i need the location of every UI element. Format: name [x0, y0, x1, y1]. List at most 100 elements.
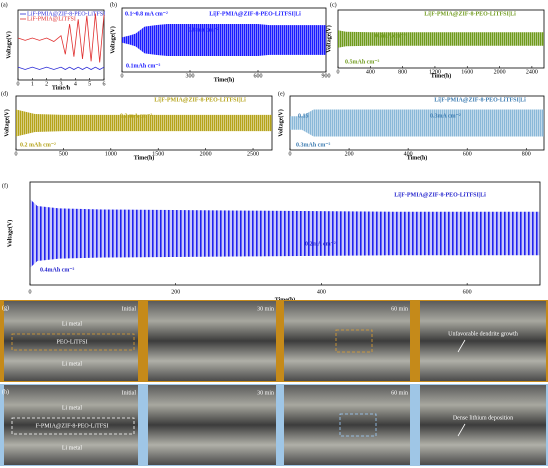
x-tick-label: 1200	[429, 69, 441, 75]
voltage-band	[16, 109, 272, 137]
layer-label: Li metal	[62, 321, 82, 327]
x-axis-label: Time/h	[52, 85, 71, 91]
x-tick-label: 0	[121, 73, 124, 79]
micrograph	[284, 301, 410, 381]
x-axis-label: Time(h)	[214, 76, 235, 83]
legend-entry: LiF-PMIA@LiTFSI	[27, 16, 76, 22]
time-label: Initial	[122, 390, 137, 396]
x-tick-label: 400	[317, 289, 326, 295]
micrograph	[148, 301, 276, 381]
panel-label: (f)	[2, 182, 8, 189]
x-tick-label: 0	[15, 151, 18, 157]
x-tick-label: 2	[45, 81, 48, 87]
zoom-box	[339, 413, 377, 437]
zoom-box	[335, 329, 373, 353]
x-tick-label: 500	[59, 151, 68, 157]
panel-label: (a)	[1, 1, 8, 8]
x-tick-label: 4	[74, 81, 77, 87]
voltage-band	[338, 30, 544, 48]
time-label: 60 min	[391, 306, 408, 312]
annotation: 0.5mAh cm⁻²	[345, 59, 379, 65]
x-tick-label: 0	[17, 81, 20, 87]
observation: Unfavorable dendrite growth	[448, 330, 518, 337]
time-label: Initial	[122, 306, 137, 312]
x-tick-label: 6	[103, 81, 106, 87]
panel-label: (h)	[2, 388, 9, 395]
panel-title: Li|F-PMIA@ZIF-8-PEO-LiTFSI|Li	[424, 11, 516, 17]
annotation: 0.1mAh cm⁻²	[126, 63, 160, 69]
y-axis-label: Voltage(V)	[109, 26, 116, 53]
panel-title: Li|F-PMIA@ZIF-8-PEO-LiTFSI|Li	[154, 97, 246, 103]
y-axis-label: Voltage(V)	[3, 109, 10, 136]
x-tick-label: 1600	[461, 69, 473, 75]
annotation: 0.2mA cm⁻²	[305, 241, 336, 247]
x-tick-label: 0	[289, 151, 292, 157]
pointer-arrow	[457, 423, 466, 437]
y-axis-label: Voltage(V)	[325, 25, 332, 52]
annotation: 0.2 mA cm⁻²	[120, 113, 152, 119]
voltage-band	[30, 199, 540, 268]
x-tick-label: 600	[254, 73, 263, 79]
x-tick-label: 2400	[526, 69, 538, 75]
voltage-line	[17, 66, 105, 70]
interface-box	[11, 417, 135, 435]
voltage-band	[290, 109, 544, 137]
panel-title: Li|F-PMIA@ZIF-8-PEO-LiTFSI|Li	[209, 11, 301, 17]
panel-title: Li|F-PMIA@ZIF-8-PEO-LiTFSI|Li	[434, 97, 526, 103]
x-tick-label: 2000	[200, 151, 212, 157]
annotation: 0.1~0.8 mA cm⁻²	[125, 11, 168, 17]
x-tick-label: 2000	[494, 69, 506, 75]
pointer-arrow	[457, 339, 466, 353]
x-axis-label: Time(h)	[407, 154, 428, 161]
x-tick-label: 600	[463, 151, 472, 157]
x-axis-label: Time(h)	[275, 296, 296, 303]
annotation: 0.15	[298, 113, 309, 119]
x-tick-label: 0	[29, 289, 32, 295]
annotation: 0.3mAh cm⁻²	[296, 142, 330, 148]
x-tick-label: 400	[366, 69, 375, 75]
annotation: 0.3mA cm⁻²	[430, 113, 461, 119]
layer-label: F-PMIA@ZIF-8-PEO-LiTFSI	[36, 423, 109, 429]
x-tick-label: 5	[88, 81, 91, 87]
x-tick-label: 1	[31, 81, 34, 87]
x-tick-label: 200	[345, 151, 354, 157]
x-tick-label: 3	[60, 81, 63, 87]
x-tick-label: 600	[463, 289, 472, 295]
x-tick-label: 900	[322, 73, 331, 79]
panel-label: (d)	[1, 90, 8, 97]
x-tick-label: 1500	[152, 151, 164, 157]
x-axis-label: Time(h)	[431, 72, 452, 79]
annotation: 0.4mAh cm⁻²	[40, 267, 74, 273]
x-axis-label: Time(h)	[134, 154, 155, 161]
x-tick-label: 200	[171, 289, 180, 295]
micrograph	[420, 301, 546, 381]
x-tick-label: 800	[398, 69, 407, 75]
micrograph	[4, 385, 138, 465]
x-tick-label: 800	[522, 151, 531, 157]
observation: Dense lithium deposition	[453, 415, 513, 421]
time-label: 30 min	[257, 390, 274, 396]
voltage-line	[17, 13, 105, 63]
time-label: 30 min	[257, 306, 274, 312]
annotation: 0.5mA cm⁻²	[375, 33, 406, 39]
panel-label: (c)	[330, 1, 337, 8]
layer-label: Li metal	[62, 361, 82, 367]
x-tick-label: 400	[404, 151, 413, 157]
panel-label: (b)	[110, 1, 117, 8]
panel-title: Li|F-PMIA@ZIF-8-PEO-LiTFSI|Li	[394, 192, 486, 198]
layer-label: Li metal	[62, 405, 82, 411]
x-tick-label: 2500	[247, 151, 259, 157]
x-tick-label: 0	[337, 69, 340, 75]
layer-label: Li metal	[62, 445, 82, 451]
y-axis-label: Voltage(V)	[277, 109, 284, 136]
micrograph	[284, 385, 410, 465]
legend-entry: LiF-PMIA@ZIF-8-PEO-LiTFSI	[27, 11, 105, 17]
y-axis-label: Voltage(V)	[5, 31, 12, 58]
micrograph	[420, 385, 546, 465]
panel-label: (e)	[278, 90, 285, 97]
voltage-band	[122, 24, 326, 56]
annotation: 0.8mA cm⁻²	[188, 27, 219, 33]
panel-label: (g)	[2, 304, 9, 311]
micrograph	[148, 385, 276, 465]
